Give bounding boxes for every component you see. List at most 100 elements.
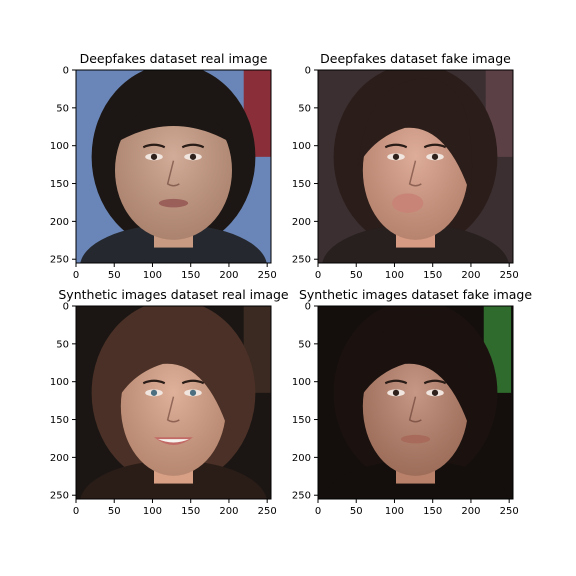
hairline [115, 97, 232, 144]
x-tick-label: 150 [423, 270, 442, 281]
y-tick-label: 50 [56, 339, 69, 350]
y-axis-ticks: 0 50 100 150 200 250 [292, 66, 318, 266]
pupil-left [392, 153, 400, 160]
mouth [158, 198, 189, 208]
panel-title: Synthetic images dataset real image [58, 287, 289, 302]
x-tick-label: 50 [350, 270, 363, 281]
face-image [76, 306, 271, 499]
y-tick-label: 250 [50, 255, 69, 266]
y-tick-label: 100 [292, 141, 311, 152]
y-tick-label: 50 [298, 339, 311, 350]
axes-frame [317, 305, 514, 500]
pupil-right [431, 153, 439, 160]
y-tick-label: 0 [305, 66, 311, 77]
x-tick-label: 250 [258, 506, 277, 517]
x-tick-label: 50 [108, 270, 121, 281]
x-tick-label: 250 [500, 270, 519, 281]
eyebrow-left [142, 379, 166, 385]
mouth [400, 434, 431, 444]
eyebrow-right [423, 379, 447, 385]
y-axis-ticks: 0 50 100 150 200 250 [50, 66, 76, 266]
pupil-right [189, 389, 197, 396]
x-tick-label: 200 [461, 270, 480, 281]
y-tick-label: 50 [56, 103, 69, 114]
y-tick-label: 250 [292, 491, 311, 502]
x-axis-ticks: 0 50 100 150 200 250 [315, 499, 519, 517]
eyebrow-right [423, 143, 447, 149]
x-axis-ticks: 0 50 100 150 200 250 [73, 499, 277, 517]
panel-deepfakes-real: Deepfakes dataset real image 0 50 100 150 20… [50, 51, 277, 281]
nose [166, 396, 180, 423]
pupil-left [392, 389, 400, 396]
eyebrow-left [384, 143, 408, 149]
panel-title: Synthetic images dataset fake image [299, 287, 532, 302]
x-tick-label: 250 [500, 506, 519, 517]
nose [408, 160, 422, 187]
x-tick-label: 0 [73, 506, 79, 517]
pupil-left [150, 389, 158, 396]
eyebrow-right [181, 143, 205, 149]
axes-frame [75, 305, 272, 500]
x-tick-label: 150 [181, 270, 200, 281]
y-tick-label: 100 [50, 377, 69, 388]
teeth [157, 439, 190, 443]
y-tick-label: 250 [292, 255, 311, 266]
y-tick-label: 0 [305, 302, 311, 313]
y-axis-ticks: 0 50 100 150 200 250 [50, 302, 76, 502]
y-tick-label: 200 [50, 453, 69, 464]
y-tick-label: 250 [50, 491, 69, 502]
y-tick-label: 50 [298, 103, 311, 114]
y-tick-label: 150 [50, 415, 69, 426]
hair-fringe [115, 314, 231, 432]
x-tick-label: 0 [315, 270, 321, 281]
y-tick-label: 150 [50, 179, 69, 190]
pupil-right [189, 153, 197, 160]
face-shading [115, 100, 232, 240]
panel-deepfakes-fake: Deepfakes dataset fake image 0 50 100 150 20… [292, 51, 519, 281]
eyebrow-left [384, 379, 408, 385]
x-tick-label: 0 [315, 506, 321, 517]
pupil-left [150, 153, 158, 160]
panel-title: Deepfakes dataset fake image [320, 51, 511, 66]
x-tick-label: 150 [423, 506, 442, 517]
hair-fringe [357, 78, 473, 196]
mouth [392, 193, 424, 213]
x-tick-label: 150 [181, 506, 200, 517]
eyebrow-right [181, 379, 205, 385]
panel-synthetic-fake: Synthetic images dataset fake image 0 50 1… [292, 287, 532, 517]
y-axis-ticks: 0 50 100 150 200 250 [292, 302, 318, 502]
x-axis-ticks: 0 50 100 150 200 250 [73, 263, 277, 281]
face-image [318, 70, 513, 263]
pupil-right [431, 389, 439, 396]
y-tick-label: 150 [292, 179, 311, 190]
face-image [76, 70, 271, 263]
x-tick-label: 200 [219, 270, 238, 281]
face-image [318, 306, 513, 499]
panel-title: Deepfakes dataset real image [80, 51, 268, 66]
x-tick-label: 100 [143, 506, 162, 517]
x-tick-label: 50 [108, 506, 121, 517]
y-tick-label: 0 [63, 66, 69, 77]
nose [166, 160, 180, 187]
y-tick-label: 150 [292, 415, 311, 426]
axes-frame [317, 69, 514, 264]
x-tick-label: 250 [258, 270, 277, 281]
x-tick-label: 100 [385, 506, 404, 517]
axes-frame [75, 69, 272, 264]
x-tick-label: 50 [350, 506, 363, 517]
y-tick-label: 200 [50, 217, 69, 228]
y-tick-label: 200 [292, 453, 311, 464]
panel-synthetic-real: Synthetic images dataset real image 0 50 1… [50, 287, 289, 517]
x-tick-label: 200 [461, 506, 480, 517]
x-tick-label: 200 [219, 506, 238, 517]
hair-fringe [357, 314, 473, 432]
y-tick-label: 200 [292, 217, 311, 228]
eyebrow-left [142, 143, 166, 149]
x-tick-label: 0 [73, 270, 79, 281]
x-tick-label: 100 [385, 270, 404, 281]
y-tick-label: 0 [63, 302, 69, 313]
x-axis-ticks: 0 50 100 150 200 250 [315, 263, 519, 281]
y-tick-label: 100 [50, 141, 69, 152]
